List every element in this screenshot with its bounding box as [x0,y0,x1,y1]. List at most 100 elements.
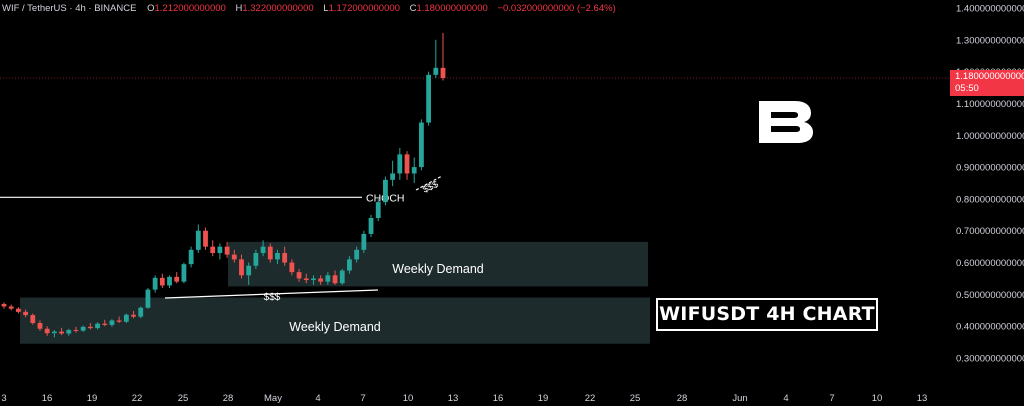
candle-body [210,246,216,254]
x-axis-tick-label: 22 [132,393,143,404]
candle-body [325,275,331,282]
demand-zone-upper [228,241,648,287]
candle-body [1,303,7,307]
candle-body [30,315,36,324]
x-axis-tick-label: 13 [448,393,459,404]
candle-body [375,202,381,219]
demand-zone-lower-label: Weekly Demand [289,320,381,334]
x-axis-tick-label: 7 [360,393,365,404]
candle-body [51,331,57,334]
candle-body [152,277,158,290]
x-axis-tick-label: 16 [42,393,53,404]
x-axis-tick-label: 22 [585,393,596,404]
candle-body [224,246,230,255]
candle-body [361,233,367,250]
candle-body [368,218,374,234]
candle-body [433,67,439,75]
candle-body [426,74,432,123]
change-value: −0.032000000000 (−2.64%) [497,3,616,14]
candle-body [95,323,100,329]
liquidity-label-lower: $$$ [264,292,281,303]
candle-body [404,154,410,174]
x-axis-tick-label: 28 [677,393,688,404]
x-axis-tick-label: 25 [178,393,189,404]
x-axis-tick-label: Jun [732,393,747,404]
x-axis-tick-label: 4 [783,393,788,404]
symbol-label: WIF / TetherUS · 4h · BINANCE [2,3,137,14]
low-value: 1.172000000000 [328,3,400,14]
candle-body [59,331,64,334]
x-axis-tick-label: May [264,393,282,404]
candle-body [303,278,309,281]
candle-body [239,259,244,276]
y-axis-tick-label: 0.300000000000 [956,354,1024,365]
x-axis-tick-label: 13 [917,393,928,404]
x-axis-tick-label: 19 [538,393,549,404]
close-value: 1.180000000000 [416,3,488,14]
candle-body [419,122,424,168]
x-axis-tick-label: 28 [223,393,234,404]
x-axis-tick-label: 16 [493,393,504,404]
candle-body [246,265,252,276]
x-axis-tick-label: 3 [1,393,6,404]
candle-body [390,173,396,180]
candle-body [275,253,280,260]
candle-body [354,249,360,260]
b-logo-icon [759,101,813,143]
x-axis-tick-label: 25 [630,393,641,404]
y-axis-tick-label: 0.600000000000 [956,258,1024,269]
candle-body [87,326,93,329]
high-value: 1.322000000000 [242,3,314,14]
candle-body [145,289,151,308]
y-axis-tick-label: 0.400000000000 [956,322,1024,333]
candle-body [138,307,144,317]
candle-body [440,67,446,79]
candle-body [109,320,115,325]
candle-body [80,326,86,331]
candle-body [131,314,136,317]
last-price-tag: 1.180000000000 05:50 [950,70,1024,96]
candle-body [311,278,316,281]
bar-countdown: 05:50 [955,83,979,94]
candle-body [253,253,259,266]
candle-body [203,230,208,247]
y-axis-tick-label: 0.500000000000 [956,290,1024,301]
candle-body [73,330,79,332]
x-axis-tick-label: 4 [315,393,320,404]
x-axis-tick-label: 10 [872,393,883,404]
candle-body [159,277,165,286]
candle-body [267,246,273,260]
liquidity-line-lower [164,289,379,299]
candle-body [231,254,237,260]
chart-header: WIF / TetherUS · 4h · BINANCE O1.2120000… [2,3,616,14]
last-price-value: 1.180000000000 [955,71,1024,82]
candle-body [44,328,50,334]
y-axis-tick-label: 1.400000000000 [956,4,1024,15]
candle-body [195,230,201,250]
candle-body [123,314,129,322]
chart-title-box: WIFUSDT 4H CHART [656,298,878,331]
candle-body [296,272,302,279]
candle-body [23,311,28,316]
candle-body [174,276,180,282]
y-axis-tick-label: 1.100000000000 [956,99,1024,110]
candle-body [15,308,21,312]
liquidity-label-upper: $$$ [421,179,441,196]
candle-body [102,323,108,325]
y-axis-tick-label: 0.900000000000 [956,163,1024,174]
x-axis-tick-label: 7 [829,393,834,404]
y-axis-tick-label: 1.000000000000 [956,131,1024,142]
candle-body [260,246,266,254]
candle-body [116,320,122,322]
candle-body [8,306,14,309]
candle-body [383,179,388,203]
candle-body [66,330,72,334]
candle-body [347,259,352,271]
candle-body [411,167,417,174]
candle-body [318,278,324,282]
x-axis-tick-label: 10 [403,393,414,404]
candle-body [289,262,295,273]
demand-zone-upper-label: Weekly Demand [392,262,484,276]
candle-body [217,246,223,254]
